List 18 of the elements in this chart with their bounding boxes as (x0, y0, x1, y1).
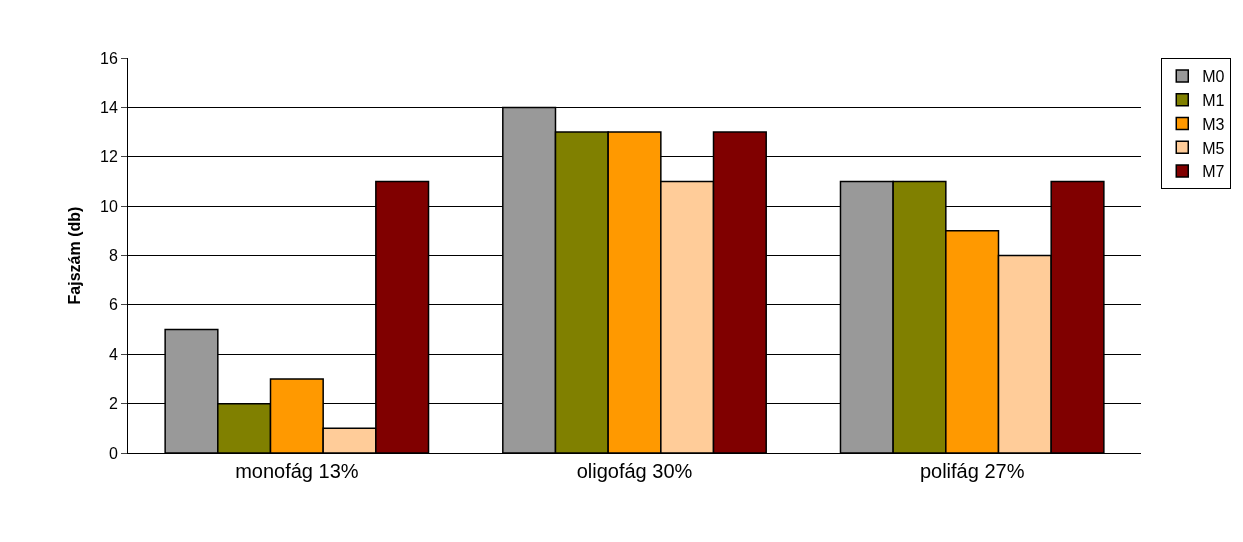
y-axis-title: Fajszám (db) (65, 206, 83, 305)
y-tick-label: 14 (100, 98, 118, 116)
x-tick-label: polifág 27% (919, 460, 1025, 482)
y-tick-label: 8 (108, 247, 118, 265)
y-tick-label: 0 (108, 444, 118, 462)
y-tick-label: 6 (108, 296, 118, 314)
y-tick-label: 10 (100, 197, 118, 215)
x-tick-label: oligofág 30% (576, 460, 693, 482)
legend-label: M0 (1202, 68, 1225, 86)
legend-label: M1 (1202, 91, 1225, 109)
legend-label: M5 (1202, 139, 1225, 157)
legend-label: M7 (1202, 163, 1225, 181)
legend-label: M3 (1202, 115, 1225, 133)
y-tick-label: 12 (100, 148, 118, 166)
x-tick-label: monofág 13% (235, 460, 359, 482)
y-tick-label: 2 (108, 395, 118, 413)
y-tick-label: 16 (100, 49, 118, 67)
y-tick-label: 4 (108, 345, 118, 363)
